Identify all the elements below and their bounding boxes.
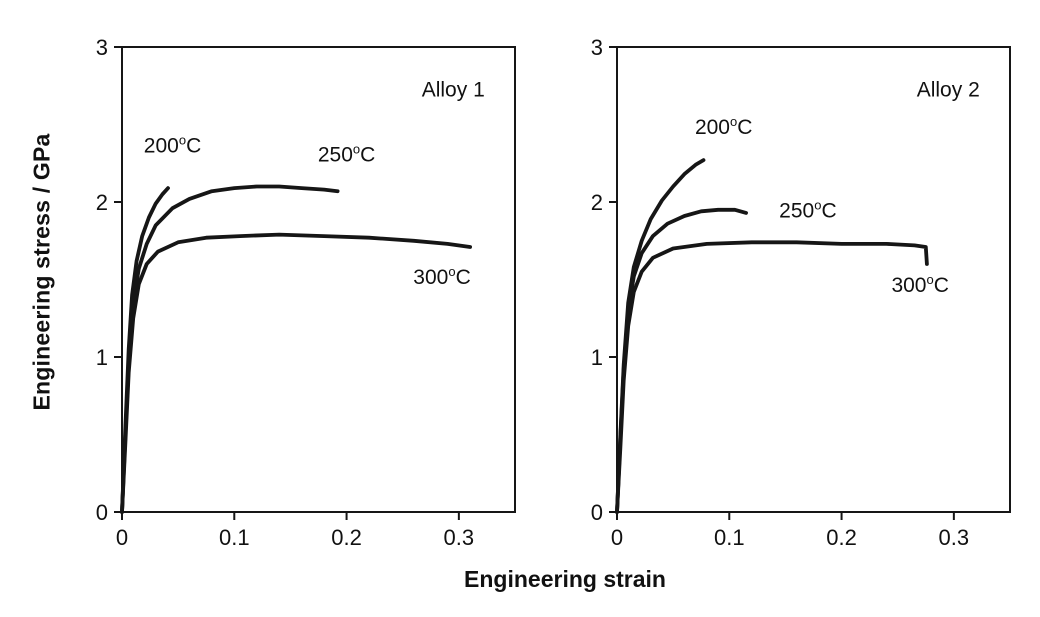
x-tick-label: 0 (611, 525, 623, 550)
curve-temperature-label: 300oC (891, 272, 948, 297)
curve-300c (120, 232, 472, 514)
x-tick-label: 0.3 (444, 525, 475, 550)
curve-temperature-label: 200oC (695, 114, 752, 139)
plot-frame (121, 46, 516, 513)
plot-frame (616, 46, 1011, 513)
curve-300c (615, 240, 929, 514)
y-tick-label: 1 (96, 345, 108, 370)
x-tick-label: 0.2 (826, 525, 857, 550)
curve-temperature-label: 250oC (779, 198, 836, 223)
panel-title: Alloy 2 (917, 79, 980, 102)
curve-temperature-label: 200oC (144, 132, 201, 157)
y-tick-label: 3 (591, 35, 603, 60)
curve-temperature-label: 250oC (318, 142, 375, 167)
curve-temperature-label: 300oC (413, 264, 470, 289)
x-tick-label: 0.2 (331, 525, 362, 550)
y-tick-label: 0 (591, 500, 603, 525)
x-tick-label: 0 (116, 525, 128, 550)
panel-title: Alloy 1 (422, 79, 485, 102)
y-tick-label: 2 (96, 190, 108, 215)
x-axis-label: Engineering strain (464, 566, 666, 592)
y-tick-label: 3 (96, 35, 108, 60)
chart-alloy-2: 0 0.1 0.2 0.3 0 1 2 3 200oC 250oC 300oC Alloy 2 (591, 35, 1011, 550)
y-tick-label: 0 (96, 500, 108, 525)
x-tick-label: 0.1 (714, 525, 745, 550)
chart-alloy-1: 0 0.1 0.2 0.3 0 1 2 3 200oC 250oC 300oC Alloy 1 (96, 35, 516, 550)
y-tick-label: 2 (591, 190, 603, 215)
y-tick-label: 1 (591, 345, 603, 370)
x-tick-label: 0.1 (219, 525, 250, 550)
y-axis-label: Engineering stress / GPa (28, 133, 55, 411)
x-tick-label: 0.3 (939, 525, 970, 550)
